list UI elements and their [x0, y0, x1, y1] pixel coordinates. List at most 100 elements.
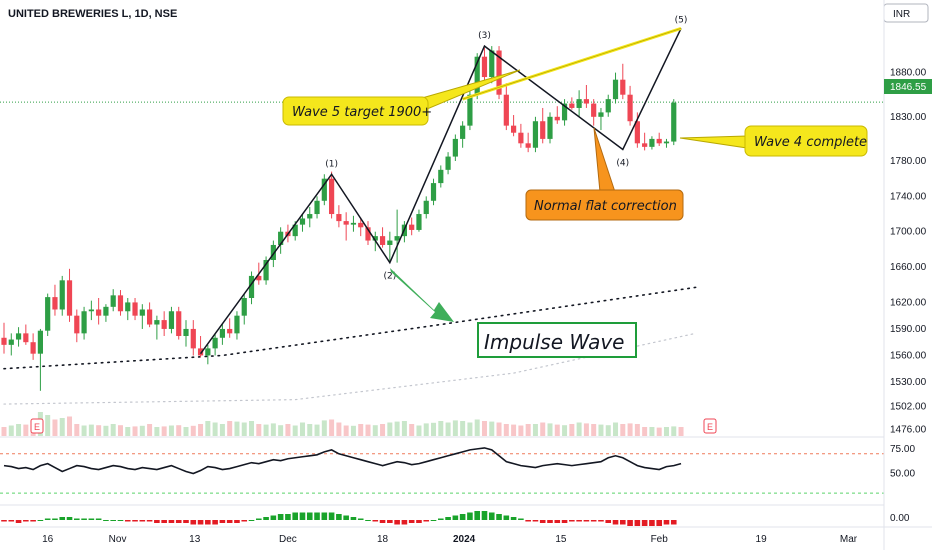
volume-bar: [576, 422, 582, 436]
candle-body: [205, 348, 211, 356]
candle-body: [576, 99, 582, 108]
elliott-wave-line: [199, 28, 682, 355]
volume-bar: [583, 423, 589, 436]
histogram-bar: [154, 520, 160, 523]
price-tick-label: 1560.00: [890, 350, 927, 361]
histogram-bar: [583, 520, 590, 522]
candle-body: [168, 311, 175, 329]
earnings-marker-1[interactable]: [30, 418, 44, 434]
candle-body: [190, 328, 196, 349]
price-tick-label: 1620.00: [890, 297, 927, 308]
candle-body: [197, 348, 204, 356]
candle-body: [23, 333, 29, 343]
time-tick-label: 15: [555, 534, 567, 545]
histogram-bar: [532, 520, 539, 522]
flat-callout-pointer: [593, 127, 616, 193]
histogram-bar: [569, 520, 575, 522]
histogram-bar: [438, 518, 444, 520]
volume-bar: [52, 419, 58, 436]
candle-body: [372, 236, 378, 241]
volume-bar: [139, 425, 145, 436]
volume-bar: [314, 424, 320, 436]
histogram-bar: [161, 520, 167, 523]
histogram-bar: [328, 512, 335, 520]
impulse-box: [477, 322, 637, 358]
histogram-bar: [539, 520, 546, 523]
volume-bar: [241, 422, 247, 436]
volume-bar: [96, 425, 102, 436]
candle-body: [627, 94, 633, 122]
volume-bar: [81, 425, 87, 436]
histogram-bar: [634, 520, 641, 526]
candle-body: [620, 79, 626, 95]
candle-body: [8, 339, 14, 345]
candle-body: [59, 280, 65, 310]
histogram-bar: [474, 511, 480, 520]
volume-bar: [591, 424, 597, 436]
volume-bar: [67, 416, 73, 436]
price-tick-label: 1660.00: [890, 262, 927, 273]
candle-body: [394, 236, 400, 241]
candle-body: [52, 297, 58, 310]
candle-body: [656, 138, 662, 144]
volume-bar: [161, 426, 167, 436]
candle-body: [15, 333, 22, 340]
histogram-bar: [598, 520, 604, 522]
volume-bar: [358, 424, 364, 436]
histogram-bar: [124, 520, 131, 522]
volume-bar: [380, 424, 386, 436]
histogram-bar: [459, 514, 466, 520]
candle-body: [299, 218, 306, 225]
price-tick-label: 1590.00: [890, 324, 927, 335]
volume-bar: [350, 425, 356, 436]
earnings-marker-2[interactable]: [703, 418, 717, 434]
volume-bar: [8, 425, 14, 436]
volume-bar: [45, 415, 51, 436]
histogram-bar: [277, 514, 284, 520]
volume-bar: [642, 427, 648, 436]
price-tick-label: 1530.00: [890, 377, 927, 388]
volume-bar: [569, 424, 575, 436]
histogram-bar: [612, 520, 619, 525]
volume-bar: [270, 423, 276, 436]
volume-bar: [1, 427, 7, 436]
volume-bar: [613, 422, 619, 436]
histogram-bar: [452, 515, 459, 520]
volume-bar: [256, 424, 262, 436]
wave-label: (1): [325, 159, 338, 169]
volume-bar: [627, 423, 633, 436]
candle-body: [358, 222, 364, 228]
volume-bar: [460, 421, 466, 436]
candle-body: [409, 224, 415, 230]
volume-bar: [452, 420, 458, 436]
volume-bar: [176, 425, 182, 436]
hist-tick-label: 0.00: [890, 513, 910, 524]
candle-body: [88, 309, 94, 312]
volume-bar: [598, 424, 604, 436]
histogram-bar: [226, 520, 233, 523]
price-tick-label: 1502.00: [890, 402, 927, 413]
volume-bar: [343, 425, 349, 436]
volume-bar: [292, 425, 298, 436]
histogram-bar: [605, 520, 612, 523]
impulse-arrow: [390, 268, 454, 322]
current-price-text: 1846.55: [890, 82, 927, 93]
volume-bar: [278, 425, 284, 436]
candle-body: [671, 102, 677, 142]
volume-bar: [554, 424, 560, 436]
candle-body: [438, 169, 444, 184]
histogram-bar: [408, 520, 415, 523]
histogram-bar: [219, 520, 226, 523]
volume-bar: [445, 422, 451, 436]
candle-body: [416, 214, 422, 230]
volume-bar: [307, 424, 313, 436]
volume-bar: [547, 423, 553, 436]
histogram-bar: [44, 518, 51, 520]
oscillator-line: [3, 447, 682, 475]
price-tick-label: 1880.00: [890, 68, 927, 79]
price-tick-label: 1780.00: [890, 156, 927, 167]
histogram-bar: [649, 520, 655, 526]
candle-body: [154, 320, 160, 325]
candle-body: [649, 138, 655, 147]
